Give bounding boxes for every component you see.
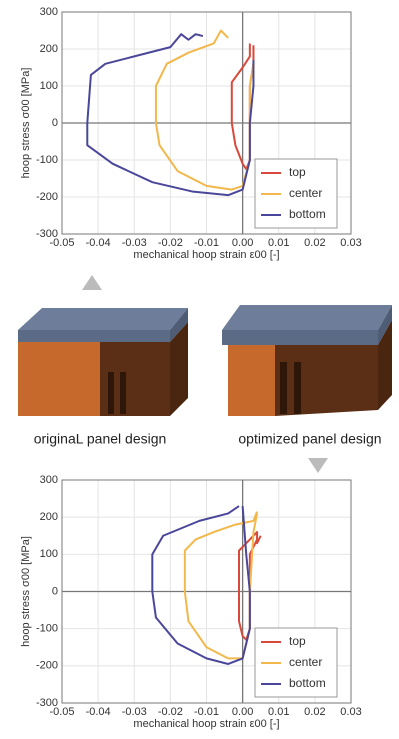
- y-tick-label: 300: [40, 474, 58, 486]
- y-tick-label: -200: [36, 191, 58, 203]
- caption: originaL panel design: [34, 431, 167, 447]
- y-tick-label: -100: [36, 623, 58, 635]
- optimized-panel: [222, 305, 392, 416]
- arrow-up: [82, 275, 102, 290]
- panel-front: [228, 345, 275, 416]
- x-tick-label: 0.03: [340, 706, 361, 718]
- arrow-down: [308, 458, 328, 473]
- y-axis-label: hoop stress σ00 [MPa]: [20, 536, 32, 647]
- x-tick-label: -0.04: [86, 706, 111, 718]
- x-tick-label: 0.03: [340, 237, 361, 249]
- y-tick-label: -300: [36, 697, 58, 709]
- x-axis-label: mechanical hoop strain ε00 [-]: [133, 249, 279, 261]
- y-tick-label: 100: [40, 80, 58, 92]
- legend-label: top: [289, 165, 306, 179]
- x-tick-label: 0.00: [232, 706, 253, 718]
- original-panel: [18, 308, 188, 416]
- x-axis-label: mechanical hoop strain ε00 [-]: [133, 718, 279, 730]
- x-tick-label: 0.02: [304, 237, 325, 249]
- x-tick-label: -0.02: [158, 706, 183, 718]
- y-tick-label: -100: [36, 154, 58, 166]
- x-tick-label: -0.03: [122, 706, 147, 718]
- panel-top-front: [18, 330, 170, 342]
- panel-side: [275, 345, 378, 416]
- x-tick-label: -0.04: [86, 237, 111, 249]
- y-tick-label: 200: [40, 511, 58, 523]
- x-tick-label: -0.03: [122, 237, 147, 249]
- caption: optimized panel design: [238, 431, 381, 447]
- y-tick-label: 200: [40, 43, 58, 55]
- legend-label: top: [289, 634, 306, 648]
- panel-top-front: [222, 330, 378, 345]
- slot: [294, 362, 301, 414]
- y-tick-label: -200: [36, 660, 58, 672]
- y-tick-label: 300: [40, 6, 58, 18]
- legend-label: center: [289, 655, 322, 669]
- panel-top: [18, 308, 188, 330]
- x-tick-label: 0.02: [304, 706, 325, 718]
- x-tick-label: 0.01: [268, 237, 289, 249]
- slot: [120, 372, 126, 414]
- y-tick-label: 100: [40, 548, 58, 560]
- figure: originaL panel design optimized panel de…: [0, 0, 399, 734]
- slot: [108, 372, 114, 414]
- y-tick-label: -300: [36, 228, 58, 240]
- y-tick-label: 0: [52, 117, 58, 129]
- y-axis-label: hoop stress σ00 [MPa]: [20, 68, 32, 179]
- legend-label: center: [289, 186, 322, 200]
- x-tick-label: -0.01: [194, 706, 219, 718]
- x-tick-label: 0.01: [268, 706, 289, 718]
- panel-top: [222, 305, 392, 330]
- legend-label: bottom: [289, 676, 326, 690]
- x-tick-label: -0.02: [158, 237, 183, 249]
- y-tick-label: 0: [52, 585, 58, 597]
- x-tick-label: 0.00: [232, 237, 253, 249]
- slot: [280, 362, 287, 414]
- x-tick-label: -0.01: [194, 237, 219, 249]
- panel-front: [18, 342, 100, 416]
- legend-label: bottom: [289, 207, 326, 221]
- series-line: [185, 512, 257, 659]
